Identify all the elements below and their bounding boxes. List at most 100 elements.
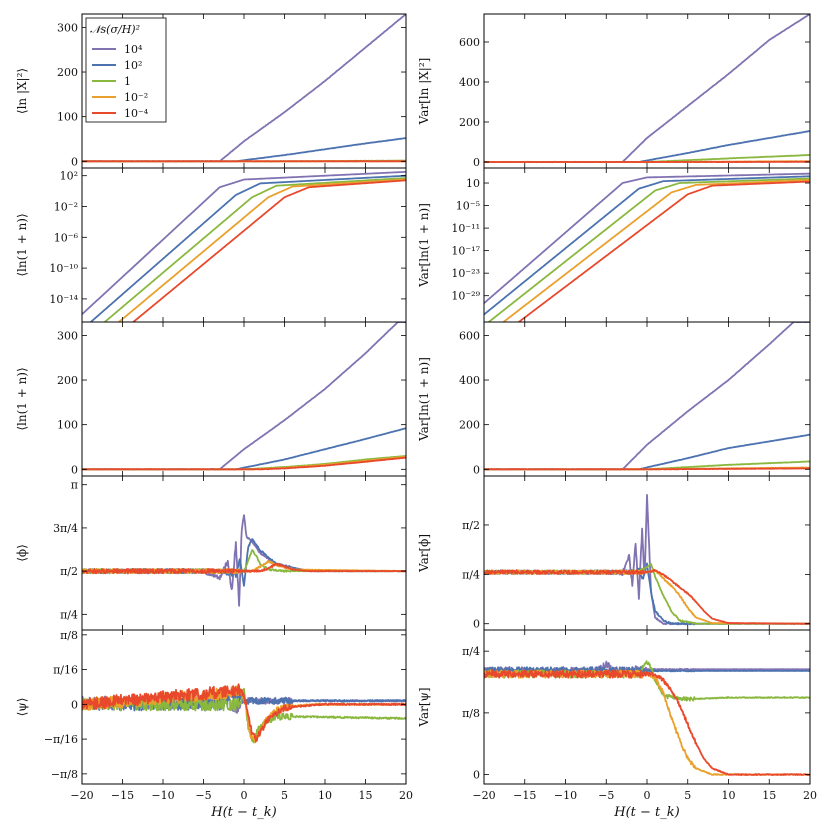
x-tick-label: −5 bbox=[195, 789, 211, 802]
series-line-4 bbox=[117, 178, 406, 322]
y-tick-label: π/8 bbox=[462, 707, 480, 720]
x-tick-label: 5 bbox=[281, 789, 288, 802]
y-axis-label: Var[ln |X|²] bbox=[417, 58, 431, 126]
panel-7: π/4 π/2 3π/4 π ⟨ϕ⟩ bbox=[15, 475, 407, 631]
panel-2: 0 200 400 600 Var[ln |X|²] bbox=[417, 13, 811, 169]
y-tick-label: 0 bbox=[71, 463, 78, 476]
panel-5: 0 100 200 300 ⟨ln(1 + n)⟩ bbox=[15, 321, 407, 477]
y-tick-label: 0 bbox=[473, 463, 480, 476]
x-tick-label: 15 bbox=[359, 789, 373, 802]
series-line-2 bbox=[82, 538, 406, 587]
x-tick-label: −10 bbox=[554, 789, 577, 802]
panel-10-lines bbox=[484, 660, 810, 776]
y-tick-label: 100 bbox=[57, 419, 78, 432]
series-line-5 bbox=[484, 568, 810, 625]
y-tick-label: 10⁻⁵ bbox=[456, 200, 480, 213]
y-tick-label: π/2 bbox=[60, 565, 78, 578]
y-axis-label: Var[ϕ] bbox=[417, 534, 431, 573]
series-line-5 bbox=[82, 562, 406, 575]
y-tick-label: 10² bbox=[60, 170, 78, 183]
series-line-3 bbox=[484, 660, 810, 702]
x-tick-label: −10 bbox=[151, 789, 174, 802]
y-axis-label: Var[ln(1 + n)] bbox=[417, 203, 431, 288]
series-line-1 bbox=[484, 172, 810, 304]
panel-frame bbox=[483, 629, 811, 785]
y-tick-label: 10⁻²³ bbox=[451, 267, 480, 280]
panel-3: 10² 10⁻² 10⁻⁶ 10⁻¹⁰ 10⁻¹⁴ ⟨ln(1 + n)⟩ bbox=[15, 167, 407, 323]
y-tick-label: 600 bbox=[459, 36, 480, 49]
x-tick-label: 15 bbox=[762, 789, 776, 802]
series-line-5 bbox=[484, 160, 810, 164]
series-line-1 bbox=[484, 493, 810, 626]
y-tick-label: 0 bbox=[71, 155, 78, 168]
y-tick-label: 10⁻¹⁴ bbox=[49, 293, 78, 306]
y-tick-label: π bbox=[71, 479, 78, 492]
y-axis-label: ⟨ln(1 + n)⟩ bbox=[15, 213, 29, 276]
y-axis-label: ⟨ψ⟩ bbox=[15, 698, 29, 717]
x-tick-label: 0 bbox=[241, 789, 248, 802]
y-tick-label: π/4 bbox=[60, 608, 78, 621]
x-axis-label: H(t − t_k) bbox=[613, 805, 679, 820]
x-tick-label: −20 bbox=[472, 789, 495, 802]
panel-1: 0 100 200 300 ⟨ln |X|²⟩ bbox=[15, 13, 407, 169]
x-tick-label: 20 bbox=[803, 789, 817, 802]
y-tick-label: 0 bbox=[71, 698, 78, 711]
y-axis-label: Var[ψ] bbox=[417, 687, 431, 727]
series-line-2 bbox=[89, 174, 406, 322]
y-tick-label: 3π/4 bbox=[53, 522, 78, 535]
y-tick-label: 10⁻² bbox=[54, 201, 78, 214]
panel-frame bbox=[81, 475, 407, 631]
panel-10: −20 −15 −10 −5 0 5 10 15 20 0 π/8 π/4 Var[ψ] H(t − t_… bbox=[417, 629, 817, 820]
legend-entry-label: 10⁻⁴ bbox=[124, 107, 149, 120]
y-tick-label: 300 bbox=[57, 21, 78, 34]
y-axis-label: ⟨ϕ⟩ bbox=[15, 544, 29, 562]
panel-9-lines bbox=[82, 683, 406, 744]
panel-frame bbox=[81, 321, 407, 477]
legend-entry-label: 10⁻² bbox=[124, 91, 148, 104]
x-axis-label: H(t − t_k) bbox=[210, 805, 276, 820]
x-tick-label: 10 bbox=[722, 789, 736, 802]
panel-4-lines bbox=[484, 172, 810, 322]
y-tick-label: 10⁻¹⁰ bbox=[49, 262, 78, 275]
x-tick-label: −15 bbox=[513, 789, 536, 802]
y-tick-label: 0 bbox=[473, 156, 480, 169]
legend-entry-label: 1 bbox=[124, 75, 131, 88]
series-line-1 bbox=[82, 322, 406, 471]
y-tick-label: π/16 bbox=[53, 664, 78, 677]
series-line-5 bbox=[517, 180, 810, 322]
series-line-3 bbox=[487, 177, 810, 322]
panel-frame bbox=[483, 321, 811, 477]
y-tick-label: 200 bbox=[459, 116, 480, 129]
panel-8-lines bbox=[484, 493, 810, 626]
y-tick-label: 200 bbox=[57, 66, 78, 79]
y-tick-label: −π/8 bbox=[51, 768, 78, 781]
y-axis-label: ⟨ln |X|²⟩ bbox=[15, 68, 29, 114]
panel-5-lines bbox=[82, 322, 406, 471]
x-tick-label: −15 bbox=[111, 789, 134, 802]
x-tick-label: 10 bbox=[318, 789, 332, 802]
panel-7-lines bbox=[82, 514, 406, 607]
legend-title: 𝒩s(σ/H)² bbox=[90, 23, 140, 36]
panel-2-lines bbox=[484, 14, 810, 164]
legend: 𝒩s(σ/H)² 10⁴ 10² 1 10⁻² 10⁻⁴ bbox=[85, 17, 167, 123]
y-tick-label: 10 bbox=[466, 177, 480, 190]
y-tick-label: 10⁻¹¹ bbox=[451, 222, 480, 235]
y-tick-label: 400 bbox=[459, 76, 480, 89]
panel-6: 0 200 400 600 Var[ln(1 + n)] bbox=[417, 321, 811, 477]
y-tick-label: 0 bbox=[473, 618, 480, 631]
panel-frame bbox=[483, 13, 811, 169]
legend-entry-label: 10⁴ bbox=[124, 43, 143, 56]
y-tick-label: 600 bbox=[459, 329, 480, 342]
y-tick-label: 100 bbox=[57, 111, 78, 124]
y-tick-label: π/4 bbox=[462, 645, 480, 658]
y-tick-label: −π/16 bbox=[44, 733, 78, 746]
x-tick-label: −5 bbox=[598, 789, 614, 802]
series-line-1 bbox=[82, 514, 406, 607]
series-line-5 bbox=[82, 456, 406, 471]
panel-8: 0 π/4 π/2 Var[ϕ] bbox=[417, 475, 811, 631]
x-tick-label: −20 bbox=[70, 789, 93, 802]
x-tick-label: 5 bbox=[684, 789, 691, 802]
legend-entry-label: 10² bbox=[124, 59, 142, 72]
y-axis-label: Var[ln(1 + n)] bbox=[417, 357, 431, 442]
